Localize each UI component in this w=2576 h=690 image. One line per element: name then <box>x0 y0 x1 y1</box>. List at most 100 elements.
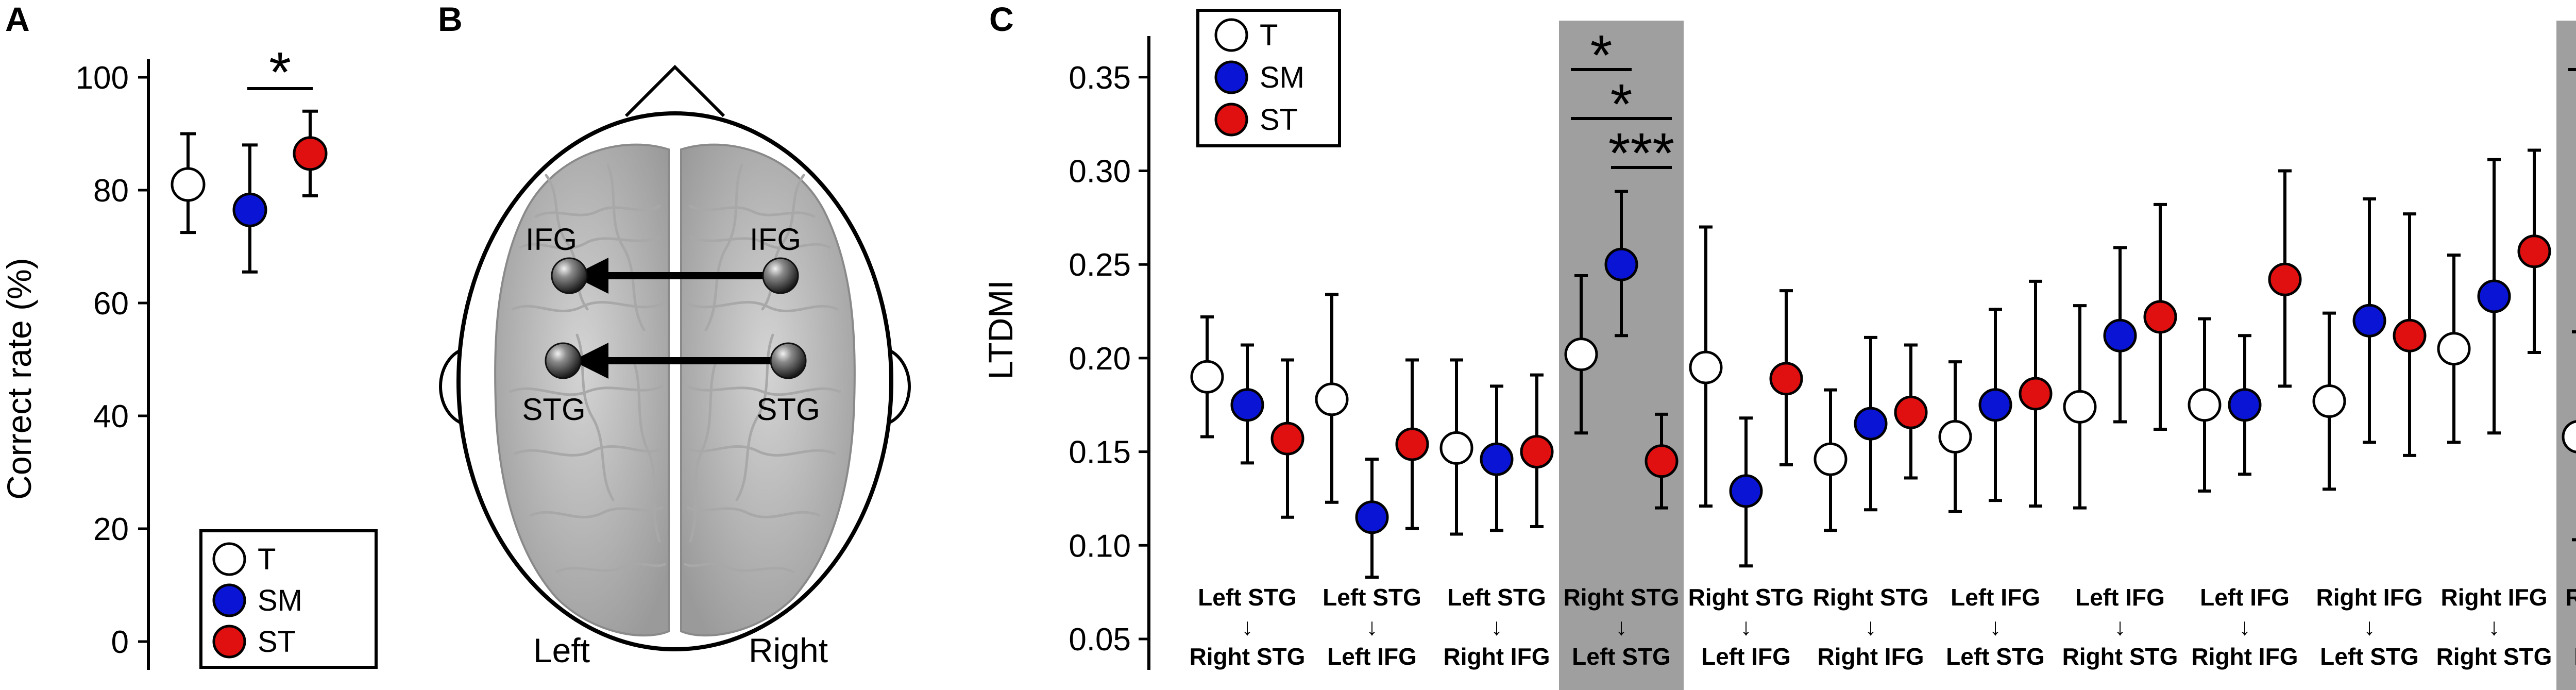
panel-a-y-tick-label: 100 <box>76 60 129 96</box>
panel-a-point-t <box>171 167 206 202</box>
panel-a-legend-sm-marker <box>212 583 246 617</box>
head-nose <box>624 64 725 117</box>
brain-gyrus <box>511 301 664 312</box>
panel-a-y-tick-label: 80 <box>93 173 129 209</box>
node-left-stg <box>545 342 582 379</box>
panel-c-point-t <box>2562 420 2576 453</box>
panel-c-x-label-from: Right IFG <box>2441 584 2548 611</box>
panel-a-legend-t-marker <box>212 542 246 576</box>
panel-c-x-label-from: Left STG <box>1198 584 1297 611</box>
label-right: Right <box>749 631 828 669</box>
panel-c-point-t <box>1439 431 1473 465</box>
panel-c-legend-sm-marker <box>1214 60 1248 94</box>
panel-b-letter: B <box>438 0 463 38</box>
panel-a-significance: * <box>247 41 313 104</box>
panel-c-sig-label: * <box>1611 73 1633 136</box>
panel-c-point-st <box>1270 422 1304 456</box>
panel-c-point-t <box>1564 338 1598 372</box>
panel-c-x-label-from: Right STG <box>1688 584 1804 611</box>
panel-c-x-label-from: Right STG <box>1564 584 1680 611</box>
panel-c-ylabel: LTDMI <box>981 280 1020 379</box>
panel-c-significance: ********* <box>1571 24 2576 185</box>
panel-c-y-tick-label: 0.15 <box>1069 435 1131 470</box>
node-right-ifg <box>762 257 799 294</box>
panel-c-legend-st-label: ST <box>1260 103 1298 137</box>
panel-c-legend-t-marker <box>1214 18 1248 52</box>
panel-c-point-sm <box>2352 304 2386 338</box>
panel-a-legend-t-label: T <box>258 543 276 576</box>
panel-c-y-tick-label: 0.10 <box>1069 528 1131 564</box>
panel-c-y-tick-label: 0.05 <box>1069 622 1131 658</box>
brain-gyrus <box>684 562 795 574</box>
panel-c-point-st <box>2143 300 2177 334</box>
panel-c-letter: C <box>989 0 1014 38</box>
panel-c-point-st <box>2517 234 2551 268</box>
panel-c-point-t <box>1938 420 1972 454</box>
panel-c-point-st <box>1520 435 1554 469</box>
panel-c-point-sm <box>1729 474 1763 508</box>
panel-c-x-label-to: Left STG <box>1572 643 1671 670</box>
panel-c-point-st <box>2393 318 2427 352</box>
panel-c-x-label-arrow: ↓ <box>1990 613 2002 640</box>
panel-c-point-t <box>2063 390 2097 424</box>
brain-gyrus <box>686 301 839 312</box>
panel-a-legend: T SM ST <box>199 529 378 669</box>
panel-c-x-label-arrow: ↓ <box>2114 613 2126 640</box>
panel-c-legend-st-marker <box>1214 103 1248 137</box>
panel-a-y-tick-label: 40 <box>93 399 129 434</box>
brain-gyrus <box>534 205 661 218</box>
panel-c-x-label-arrow: ↓ <box>1740 613 1752 640</box>
panel-c-point-t <box>1689 350 1723 384</box>
brain-gyrus <box>686 506 821 518</box>
panel-c-y-tick-label: 0.30 <box>1069 154 1131 190</box>
panel-c-x-label-from: Left STG <box>1447 584 1546 611</box>
label-left-ifg: IFG <box>526 222 577 257</box>
brain-gyrus <box>632 359 661 543</box>
panel-c-point-sm <box>2477 279 2511 313</box>
panel-c-x-label-arrow: ↓ <box>1616 613 1628 640</box>
panel-c-point-t <box>1814 442 1848 476</box>
panel-c-point-st <box>1395 427 1429 461</box>
panel-c-x-label-to: Right IFG <box>1818 643 1924 670</box>
panel-c-x-label-arrow: ↓ <box>1242 613 1253 640</box>
panel-c-point-sm <box>1604 247 1638 281</box>
panel-c-x-label-from: Left IFG <box>2200 584 2290 611</box>
panel-c-point-st <box>2019 377 2053 411</box>
panel-c-x-label-to: Right STG <box>2436 643 2552 670</box>
brain-gyrus <box>514 445 664 457</box>
panel-c-legend-sm-label: SM <box>1260 61 1304 94</box>
panel-c-x-label-to: Left IFG <box>2574 643 2576 670</box>
brain-gyrus <box>606 163 646 331</box>
panel-c-x-label-from: Left STG <box>1323 584 1421 611</box>
panel-c-x-label-arrow: ↓ <box>2364 613 2376 640</box>
panel-c-x-label-arrow: ↓ <box>1865 613 1877 640</box>
panel-c-x-label-from: Left IFG <box>2075 584 2165 611</box>
label-right-ifg: IFG <box>750 222 801 257</box>
panel-c-legend-t-label: T <box>1260 19 1278 52</box>
brain-gyrus <box>519 235 661 250</box>
panel-a-point-sm <box>232 192 267 227</box>
panel-c-point-sm <box>1854 407 1888 441</box>
panel-c-point-sm <box>1480 442 1514 476</box>
panel-c: C LTDMI 0.05 0.10 0.15 0.20 0.25 0.30 0.35 Lef… <box>981 0 2576 690</box>
panel-c-point-t <box>2188 388 2222 422</box>
panel-a-markers <box>171 109 328 274</box>
panel-c-point-t <box>1315 382 1349 416</box>
panel-c-point-sm <box>1978 388 2012 422</box>
panel-c-point-st <box>2268 262 2302 296</box>
panel-c-x-label-from: Left IFG <box>1951 584 2040 611</box>
panel-c-x-label-to: Left IFG <box>1327 643 1417 670</box>
panel-a-y-tick-label: 60 <box>93 286 129 322</box>
panel-a-y-ticks: 0 20 40 60 80 100 <box>76 60 148 660</box>
panel-c-x-label-from: Right IFG <box>2316 584 2423 611</box>
panel-c-point-st <box>1894 395 1928 429</box>
panel-c-point-sm <box>2228 388 2262 422</box>
panel-c-point-t <box>2312 384 2346 418</box>
panel-c-point-sm <box>1230 388 1264 422</box>
node-left-ifg <box>551 257 588 294</box>
panel-a-legend-sm-label: SM <box>258 584 302 617</box>
panel-c-x-label-to: Left IFG <box>1701 643 1791 670</box>
panel-c-x-label-to: Right IFG <box>2192 643 2298 670</box>
panel-c-point-st <box>1645 444 1679 478</box>
